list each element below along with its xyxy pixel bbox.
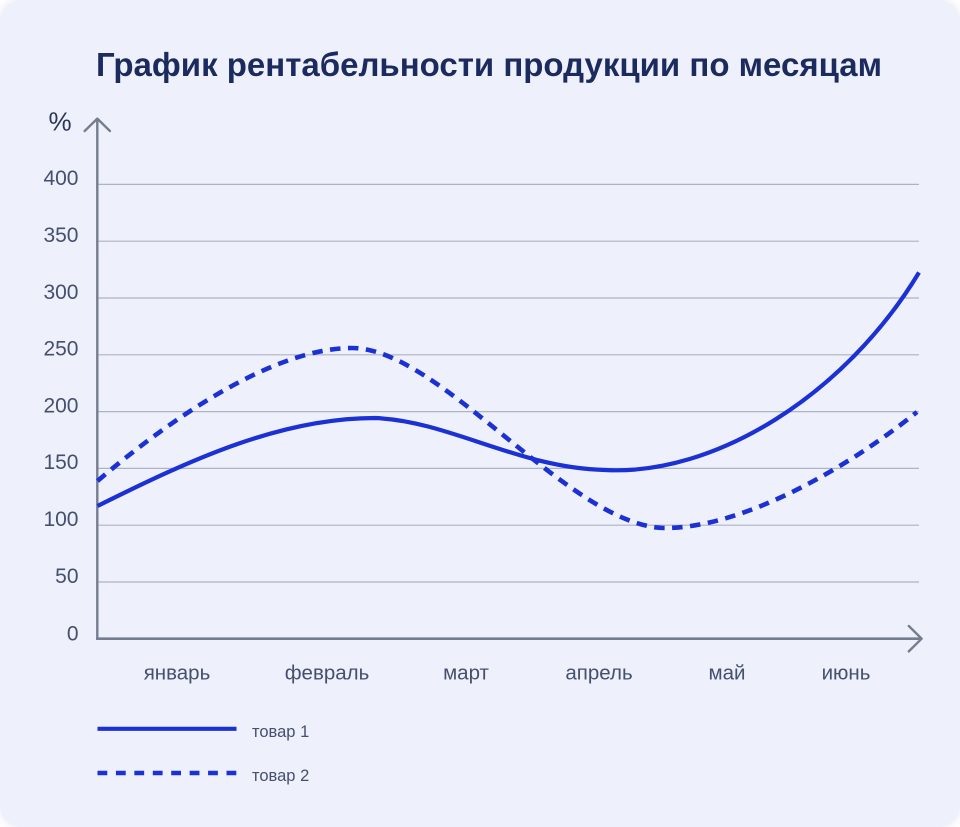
svg-text:200: 200	[43, 394, 78, 417]
svg-text:товар 2: товар 2	[252, 767, 309, 785]
svg-text:100: 100	[43, 508, 78, 531]
svg-text:товар 1: товар 1	[252, 723, 309, 741]
svg-text:250: 250	[43, 338, 78, 361]
svg-text:апрель: апрель	[565, 662, 632, 685]
svg-text:май: май	[709, 662, 746, 685]
svg-text:400: 400	[43, 167, 78, 190]
svg-text:февраль: февраль	[285, 662, 370, 685]
svg-text:150: 150	[43, 451, 78, 474]
svg-text:июнь: июнь	[822, 662, 871, 685]
svg-text:350: 350	[43, 224, 78, 247]
svg-text:0: 0	[67, 623, 79, 646]
svg-text:300: 300	[43, 281, 78, 304]
svg-text:%: %	[48, 107, 71, 137]
svg-text:50: 50	[55, 565, 78, 588]
svg-text:март: март	[443, 662, 489, 685]
svg-text:январь: январь	[144, 662, 211, 685]
